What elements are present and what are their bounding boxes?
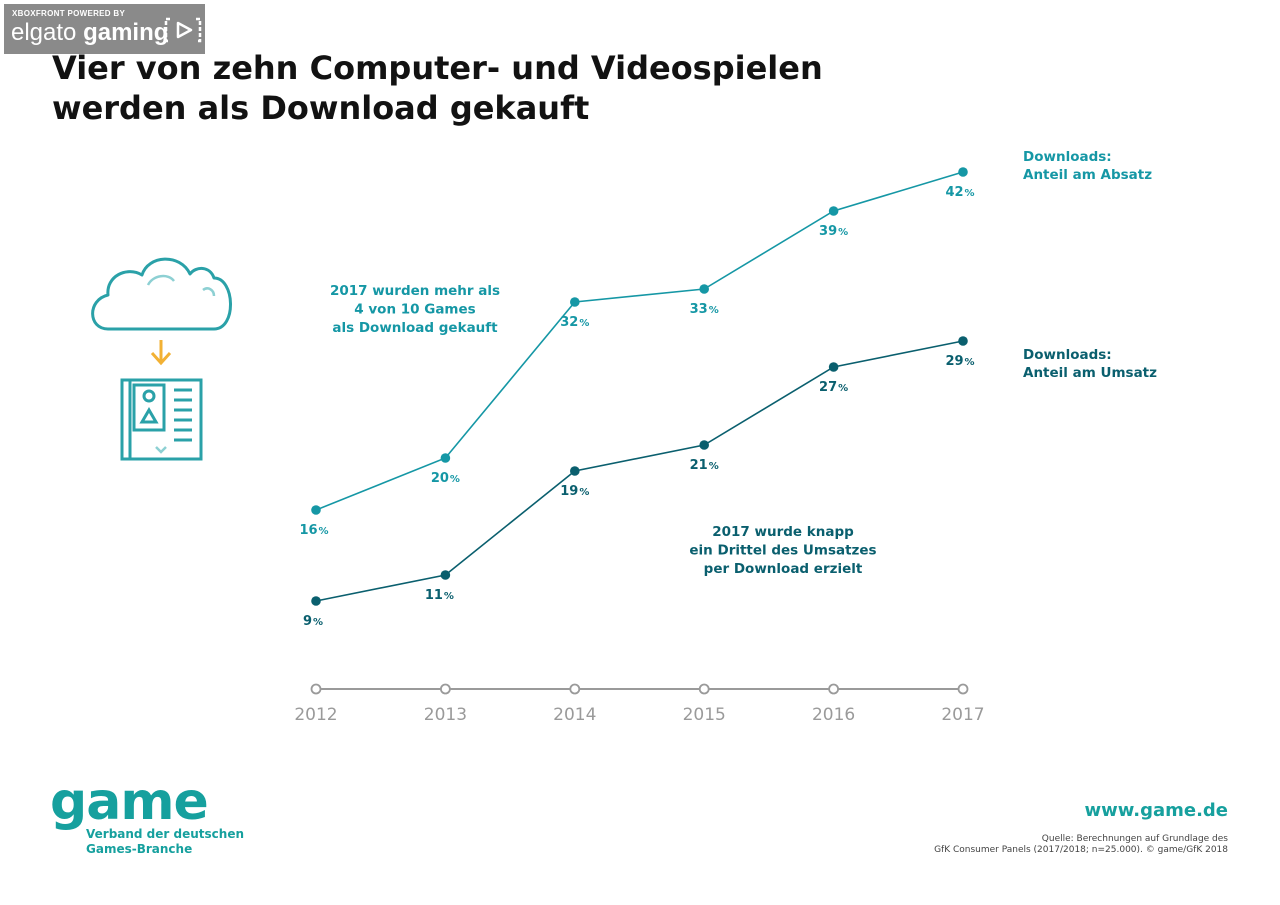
data-point bbox=[311, 505, 321, 515]
page-title-line-1: Vier von zehn Computer- und Videospielen bbox=[52, 49, 823, 87]
watermark-top-text: XBOXFRONT POWERED BY bbox=[12, 9, 126, 18]
x-axis-tick-2014 bbox=[569, 683, 581, 695]
x-tick-label: 2017 bbox=[941, 705, 984, 725]
data-label: 39% bbox=[819, 224, 848, 239]
data-label: 33% bbox=[690, 302, 719, 317]
cloud-icon bbox=[91, 257, 232, 331]
data-point bbox=[311, 596, 321, 606]
page-title-line-2: werden als Download gekauft bbox=[52, 89, 590, 127]
data-label: 9% bbox=[303, 614, 323, 629]
annotation-2: 2017 wurde knapp ein Drittel des Umsatzes… bbox=[689, 524, 876, 577]
data-label: 11% bbox=[425, 588, 454, 603]
series-name-2: Downloads: Anteil am Umsatz bbox=[1023, 347, 1157, 381]
play-icon bbox=[164, 17, 202, 43]
watermark-brand-light: elgato bbox=[11, 19, 77, 46]
website-link[interactable]: www.game.de bbox=[1084, 800, 1229, 821]
source-line-1: Quelle: Berechnungen auf Grundlage des bbox=[1041, 834, 1228, 844]
x-tick-label: 2015 bbox=[683, 705, 726, 725]
data-point bbox=[570, 297, 580, 307]
data-label: 19% bbox=[560, 484, 589, 499]
data-point bbox=[570, 466, 580, 476]
series-line-2 bbox=[315, 340, 964, 602]
page-title: Vier von zehn Computer- und Videospielen… bbox=[52, 48, 872, 128]
watermark-brand: elgato gaming bbox=[11, 18, 168, 48]
series-line-1 bbox=[315, 171, 964, 511]
data-point bbox=[958, 336, 968, 346]
cloud-inner-arc-right bbox=[202, 287, 216, 297]
series-layer: 16% 20% 32% 33% 39% 42% 9% 11% 19% 21% 27% 29% bbox=[299, 167, 975, 629]
x-tick-label: 2014 bbox=[553, 705, 596, 725]
watermark-elgato: XBOXFRONT POWERED BY elgato gaming bbox=[4, 4, 205, 54]
data-point bbox=[699, 284, 709, 294]
data-label: 42% bbox=[945, 185, 974, 200]
x-tick-label: 2012 bbox=[294, 705, 337, 725]
game-logo: game bbox=[50, 772, 209, 832]
cloud-inner-arc bbox=[146, 274, 175, 286]
data-point bbox=[958, 167, 968, 177]
x-axis-tick-2016 bbox=[828, 683, 839, 695]
game-box-icon bbox=[120, 378, 203, 461]
x-axis-tick-2013 bbox=[439, 683, 451, 695]
series-name-1: Downloads: Anteil am Absatz bbox=[1023, 149, 1152, 183]
data-point bbox=[699, 440, 709, 450]
x-axis-tick-2012 bbox=[310, 683, 322, 695]
x-tick-label: 2013 bbox=[424, 705, 467, 725]
data-label: 16% bbox=[299, 523, 328, 538]
source-line-2: GfK Consumer Panels (2017/2018; n=25.000… bbox=[934, 845, 1228, 855]
logo-subtitle-line-1: Verband der deutschen bbox=[86, 827, 244, 841]
watermark-brand-bold: gaming bbox=[83, 19, 169, 46]
x-axis: 2012 2013 2014 2015 2016 2017 bbox=[294, 683, 985, 725]
data-label: 32% bbox=[560, 315, 589, 330]
source-note: Quelle: Berechnungen auf Grundlage des G… bbox=[934, 834, 1228, 856]
data-label: 29% bbox=[945, 354, 974, 369]
data-point bbox=[828, 362, 839, 372]
data-label: 27% bbox=[819, 380, 848, 395]
x-axis-tick-2015 bbox=[698, 683, 710, 695]
logo-subtitle: Verband der deutschen Games-Branche bbox=[86, 827, 244, 857]
x-axis-tick-2017 bbox=[957, 683, 969, 695]
download-arrow-icon bbox=[150, 340, 172, 366]
illustration bbox=[91, 257, 232, 461]
text-layer: Downloads: Anteil am Absatz Downloads: Ante… bbox=[330, 149, 1157, 577]
data-point bbox=[440, 570, 451, 580]
data-label: 20% bbox=[431, 471, 460, 486]
data-label: 21% bbox=[690, 458, 719, 473]
annotation-1: 2017 wurden mehr als 4 von 10 Games als Do… bbox=[330, 283, 500, 336]
logo-subtitle-line-2: Games-Branche bbox=[86, 842, 193, 856]
x-tick-label: 2016 bbox=[812, 705, 855, 725]
data-point bbox=[440, 453, 451, 463]
data-point bbox=[828, 206, 839, 216]
